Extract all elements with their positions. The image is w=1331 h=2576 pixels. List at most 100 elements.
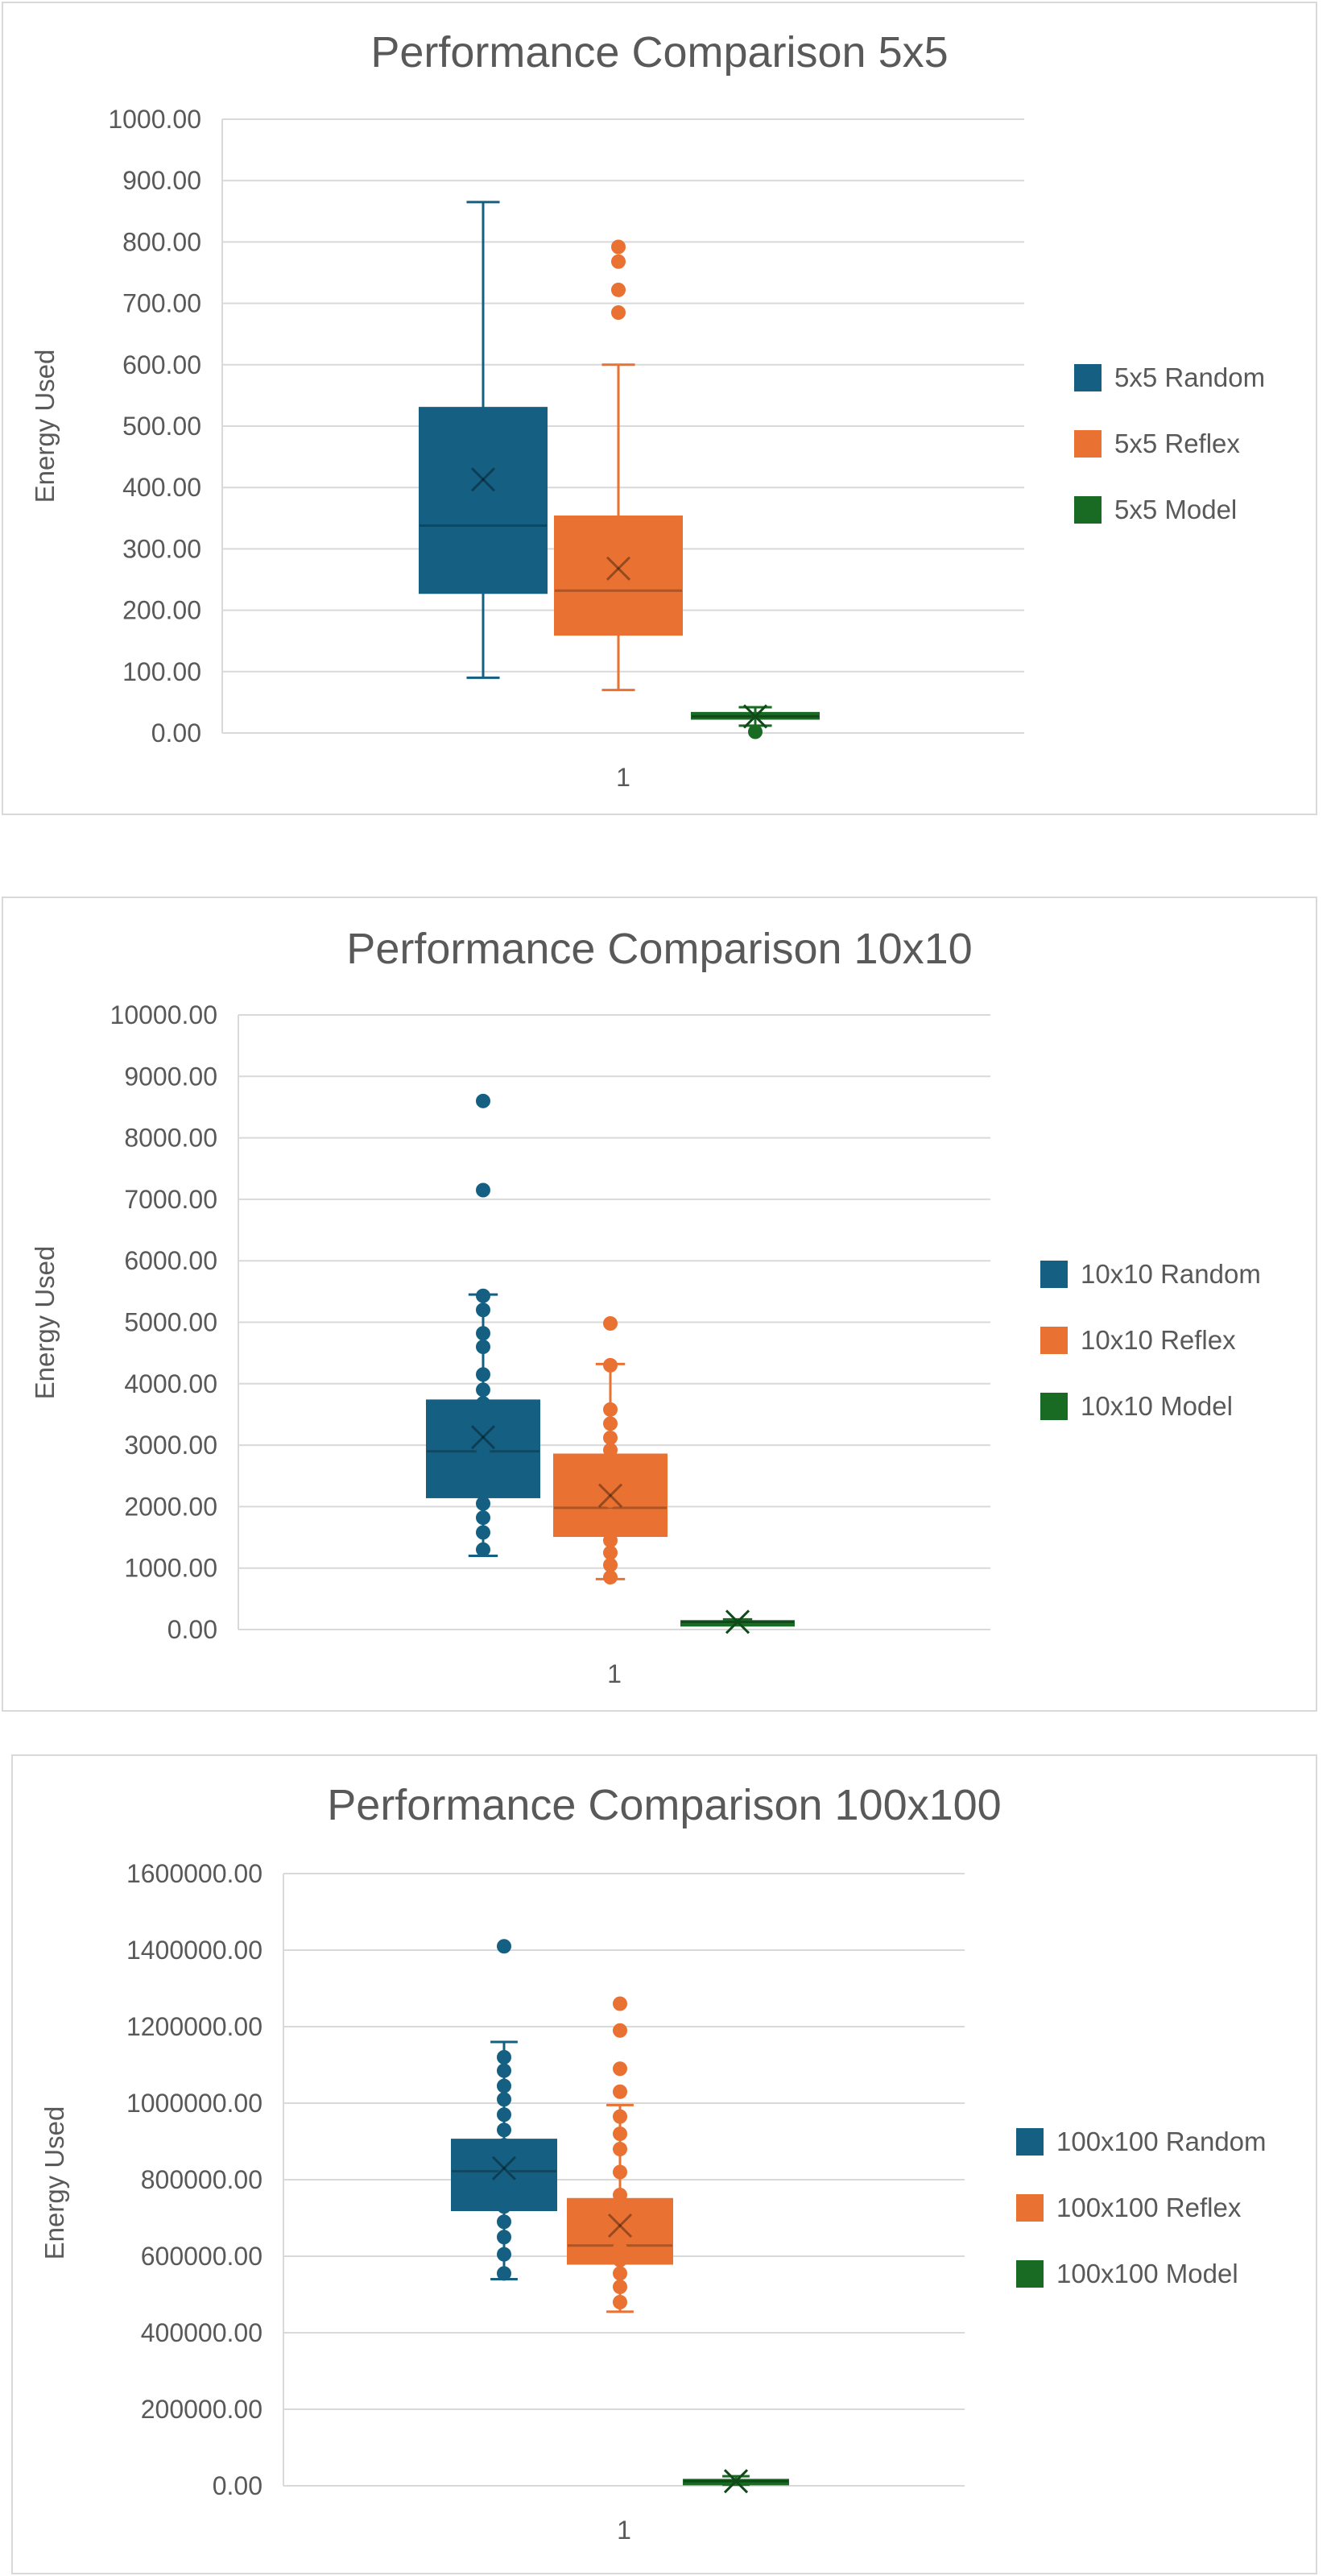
data-point: [603, 1545, 618, 1560]
chart-plot: 0.00 100.00 200.00 300.00 400.00 500.00 600.00…: [108, 105, 1024, 792]
data-point: [476, 1440, 490, 1456]
data-point: [613, 2142, 627, 2156]
legend-label: 5x5 Model: [1114, 495, 1238, 524]
data-point: [476, 1396, 490, 1411]
legend-item-random: 100x100 Random: [1016, 2127, 1267, 2157]
data-point: [603, 1468, 618, 1484]
legend-swatch-reflex: [1074, 430, 1102, 458]
data-point: [613, 2164, 627, 2180]
y-tick-label: 1600000.00: [126, 1859, 262, 1888]
outlier-point: [611, 239, 626, 255]
mean-marker: [607, 2213, 633, 2238]
legend-swatch-random: [1074, 364, 1102, 391]
box-iqr: [419, 407, 548, 594]
outlier-point: [476, 1093, 490, 1108]
y-tick-label: 9000.00: [124, 1062, 217, 1091]
data-point: [603, 1570, 618, 1585]
y-tick-label: 900.00: [122, 166, 201, 195]
mean-marker: [491, 2156, 517, 2180]
x-tick-label: 1: [616, 763, 630, 792]
legend-swatch-reflex: [1016, 2194, 1044, 2222]
data-point: [497, 2050, 511, 2065]
mean-marker: [491, 2156, 517, 2180]
data-point: [476, 1326, 490, 1341]
legend-item-model: 10x10 Model: [1040, 1391, 1233, 1422]
mean-marker: [470, 467, 496, 492]
outlier-point: [613, 1996, 627, 2011]
y-tick-label: 600000.00: [141, 2242, 262, 2271]
data-point: [613, 2216, 627, 2231]
legend-item-reflex: 10x10 Reflex: [1040, 1325, 1236, 1356]
legend-item-reflex: 100x100 Reflex: [1016, 2193, 1241, 2223]
x-tick-label: 1: [607, 1659, 622, 1688]
data-point: [497, 2168, 511, 2184]
outlier-point: [611, 282, 626, 297]
legend-label: 100x100 Random: [1056, 2127, 1267, 2156]
mean-marker: [607, 2213, 633, 2238]
data-point: [476, 1288, 490, 1303]
y-tick-label: 300.00: [122, 534, 201, 563]
data-point: [603, 1443, 618, 1458]
box-series-random: [426, 1093, 540, 1557]
y-tick-label: 8000.00: [124, 1124, 217, 1153]
data-point: [476, 1302, 490, 1318]
y-tick-label: 6000.00: [124, 1246, 217, 1275]
chart-title: Performance Comparison 5x5: [370, 28, 949, 77]
data-point: [476, 1525, 490, 1540]
data-point: [497, 2247, 511, 2262]
legend-label: 100x100 Model: [1056, 2259, 1238, 2288]
y-tick-label: 7000.00: [124, 1185, 217, 1214]
data-point: [476, 1510, 490, 1526]
y-tick-label: 800.00: [122, 227, 201, 256]
mean-marker: [742, 704, 768, 729]
chart-title: Performance Comparison 100x100: [327, 1781, 1002, 1829]
y-tick-label: 3000.00: [124, 1431, 217, 1460]
data-point: [603, 1402, 618, 1417]
data-point: [613, 2280, 627, 2294]
chart-panel-5x5: Performance Comparison 5x5 Energy Used 0…: [2, 2, 1317, 815]
y-tick-label: 1000000.00: [126, 2089, 262, 2118]
data-point: [476, 1425, 490, 1440]
y-tick-label: 1200000.00: [126, 2012, 262, 2041]
mean-marker: [606, 556, 631, 581]
data-point: [497, 2107, 511, 2123]
data-point: [613, 2266, 627, 2281]
outlier-point: [748, 724, 763, 739]
y-tick-label: 700.00: [122, 289, 201, 318]
data-point: [476, 1455, 490, 1470]
legend-swatch-random: [1040, 1261, 1068, 1288]
chart-panel-100x100: Performance Comparison 100x100 Energy Us…: [11, 1754, 1317, 2574]
data-point: [476, 1468, 490, 1484]
y-tick-label: 200.00: [122, 596, 201, 625]
y-tick-label: 1000.00: [124, 1554, 217, 1583]
box-series-random: [419, 201, 548, 679]
y-tick-label: 400.00: [122, 473, 201, 502]
box-series-random: [451, 1939, 557, 2281]
data-point: [613, 2188, 627, 2202]
box-series-reflex: [567, 1996, 673, 2313]
y-tick-label: 2000.00: [124, 1492, 217, 1521]
outlier-point: [613, 2023, 627, 2038]
data-point: [603, 1533, 618, 1548]
outlier-point: [611, 254, 626, 269]
data-point: [603, 1456, 618, 1471]
legend-swatch-model: [1016, 2260, 1044, 2288]
data-point: [613, 2203, 627, 2218]
data-point: [497, 2214, 511, 2230]
y-tick-label: 1000.00: [108, 105, 201, 134]
data-point: [613, 2295, 627, 2309]
data-point: [613, 2127, 627, 2141]
data-point: [613, 2109, 627, 2124]
data-point: [497, 2199, 511, 2214]
data-point: [603, 1557, 618, 1572]
legend-label: 10x10 Model: [1081, 1391, 1233, 1421]
chart-panel-10x10: Performance Comparison 10x10 Energy Used…: [2, 897, 1317, 1712]
mean-marker: [470, 1425, 496, 1450]
legend-label: 100x100 Reflex: [1056, 2193, 1242, 2222]
outlier-point: [603, 1316, 618, 1331]
y-tick-label: 500.00: [122, 412, 201, 441]
chart-plot: 0.00 1000.00 2000.00 3000.00 4000.00 5000.00 6…: [110, 1000, 990, 1688]
y-tick-label: 5000.00: [124, 1308, 217, 1337]
legend-item-reflex: 5x5 Reflex: [1074, 429, 1240, 459]
mean-marker: [725, 1609, 750, 1634]
